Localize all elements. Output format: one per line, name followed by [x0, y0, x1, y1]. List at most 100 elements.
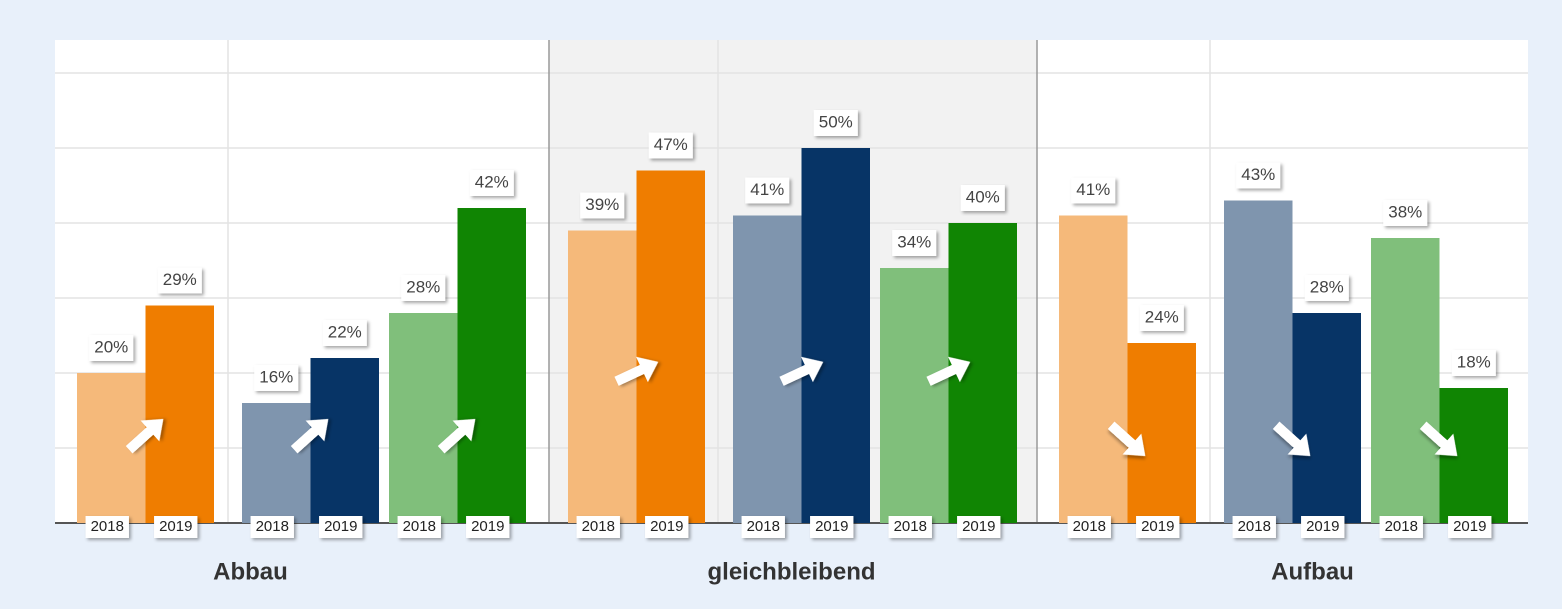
- value-label-box: [745, 177, 790, 204]
- value-label-text: 41%: [1076, 180, 1110, 199]
- year-label: 2018: [397, 516, 441, 538]
- bar: [457, 208, 526, 523]
- value-label-box: [401, 275, 446, 301]
- year-label: 2019: [810, 516, 854, 538]
- year-label-text: 2019: [471, 518, 504, 535]
- trend-arrow: [779, 356, 824, 386]
- value-label-box: [157, 267, 202, 294]
- value-label-text: 24%: [1145, 307, 1179, 326]
- year-label-box: [397, 516, 441, 538]
- year-label-text: 2019: [962, 518, 995, 535]
- trend-arrow: [1107, 421, 1146, 457]
- year-label-box: [645, 516, 689, 538]
- value-label: 50%: [813, 110, 858, 136]
- value-label: 34%: [892, 230, 937, 256]
- year-label: 2019: [1448, 516, 1492, 538]
- year-label: 2018: [85, 516, 129, 538]
- value-label: 39%: [580, 192, 625, 219]
- value-label-box: [1383, 200, 1428, 226]
- trend-arrow: [926, 356, 971, 386]
- category-label: gleichbleibend: [707, 558, 875, 585]
- bar: [310, 358, 379, 523]
- year-label: 2018: [1067, 516, 1111, 538]
- year-label-box: [810, 516, 854, 538]
- year-label-text: 2018: [1238, 518, 1271, 535]
- value-label: 41%: [745, 177, 790, 204]
- year-label: 2019: [645, 516, 689, 538]
- value-label-text: 18%: [1457, 352, 1491, 371]
- value-label: 42%: [469, 170, 514, 196]
- bar: [1371, 238, 1440, 523]
- trend-arrow: [437, 418, 476, 454]
- bar: [1059, 215, 1128, 523]
- value-label-box: [1304, 275, 1349, 301]
- value-label-text: 39%: [585, 195, 619, 214]
- value-label-box: [960, 185, 1005, 211]
- year-label-text: 2019: [650, 518, 683, 535]
- year-label-text: 2018: [403, 518, 436, 535]
- year-label-text: 2019: [159, 518, 192, 535]
- year-label-box: [741, 516, 785, 538]
- value-label: 28%: [401, 275, 446, 301]
- value-label-text: 41%: [750, 180, 784, 199]
- year-label: 2018: [1232, 516, 1276, 538]
- category-label: Aufbau: [1271, 558, 1354, 585]
- year-label-text: 2018: [582, 518, 615, 535]
- year-label-box: [576, 516, 620, 538]
- year-label: 2019: [466, 516, 510, 538]
- trend-arrow: [1272, 421, 1311, 457]
- value-label-text: 42%: [475, 172, 509, 191]
- year-label-box: [1301, 516, 1345, 538]
- value-label-box: [322, 320, 367, 346]
- trend-arrow: [614, 356, 659, 386]
- trend-arrow: [290, 418, 329, 454]
- value-label: 16%: [254, 365, 299, 391]
- year-label: 2018: [888, 516, 932, 538]
- value-label-text: 28%: [406, 277, 440, 296]
- year-label-box: [319, 516, 363, 538]
- value-label-box: [1451, 350, 1496, 376]
- year-label-box: [1379, 516, 1423, 538]
- bar: [1127, 343, 1196, 523]
- value-label-text: 28%: [1310, 277, 1344, 296]
- bar: [145, 305, 214, 523]
- value-label-box: [648, 132, 693, 159]
- trend-arrow: [125, 418, 164, 454]
- year-label-text: 2018: [1385, 518, 1418, 535]
- bar: [1224, 200, 1293, 523]
- year-label: 2018: [250, 516, 294, 538]
- value-label-box: [89, 335, 134, 361]
- value-label: 20%: [89, 335, 134, 361]
- category-label: Abbau: [213, 558, 288, 585]
- value-label: 29%: [157, 267, 202, 294]
- year-label-box: [154, 516, 198, 538]
- value-label: 28%: [1304, 275, 1349, 301]
- year-label: 2019: [319, 516, 363, 538]
- value-label-box: [1071, 177, 1116, 204]
- year-label-box: [85, 516, 129, 538]
- value-label-text: 29%: [163, 270, 197, 289]
- value-label-text: 38%: [1388, 202, 1422, 221]
- value-label: 43%: [1236, 162, 1281, 189]
- year-label-text: 2018: [1073, 518, 1106, 535]
- year-label-box: [1067, 516, 1111, 538]
- value-label-text: 40%: [966, 187, 1000, 206]
- year-label: 2019: [957, 516, 1001, 538]
- value-label-box: [1139, 305, 1184, 331]
- value-label: 40%: [960, 185, 1005, 211]
- year-label-box: [250, 516, 294, 538]
- value-label-text: 16%: [259, 367, 293, 386]
- bar: [636, 170, 705, 523]
- year-label-box: [1136, 516, 1180, 538]
- value-label-box: [892, 230, 937, 256]
- value-label-text: 47%: [654, 135, 688, 154]
- year-label: 2018: [576, 516, 620, 538]
- year-label-text: 2018: [91, 518, 124, 535]
- year-label-box: [1448, 516, 1492, 538]
- year-label-text: 2019: [1453, 518, 1486, 535]
- value-label-box: [469, 170, 514, 196]
- value-label: 18%: [1451, 350, 1496, 376]
- year-label-text: 2018: [894, 518, 927, 535]
- year-label-box: [957, 516, 1001, 538]
- year-label-text: 2018: [747, 518, 780, 535]
